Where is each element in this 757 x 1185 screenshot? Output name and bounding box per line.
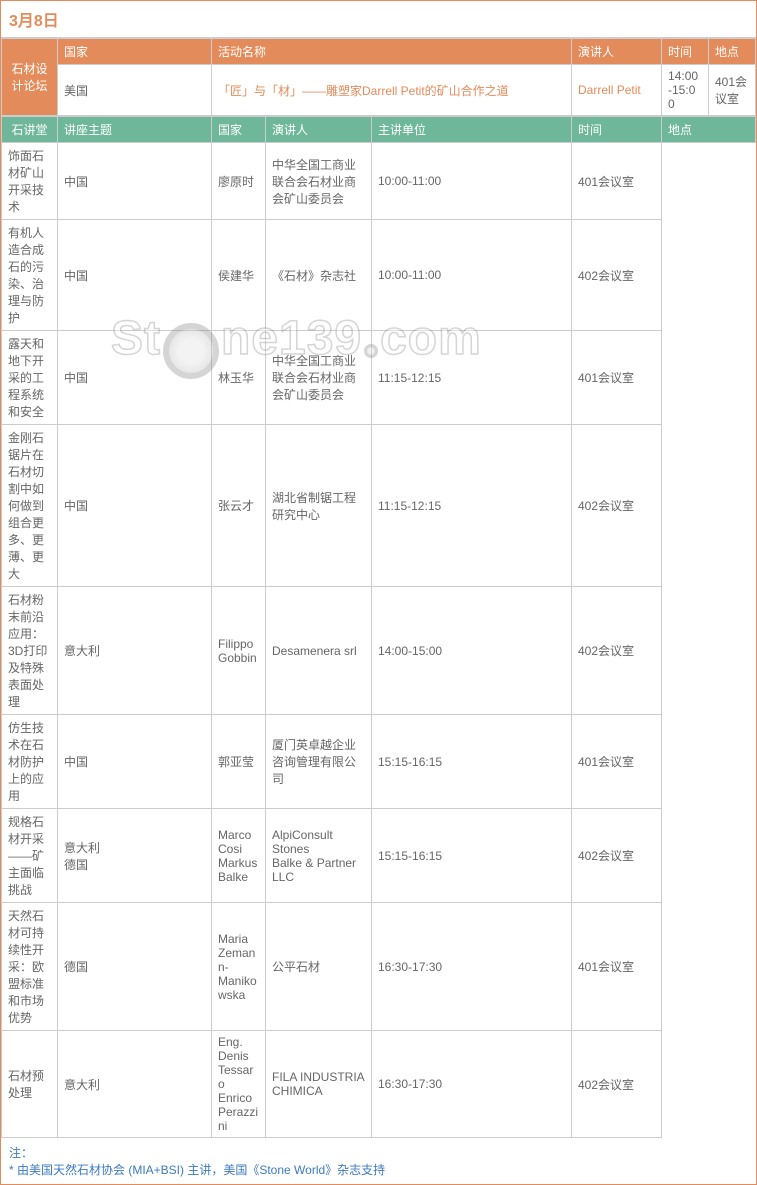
cell-org: 中华全国工商业联合会石材业商会矿山委员会 xyxy=(266,331,372,425)
forum-hdr-activity: 活动名称 xyxy=(212,39,572,65)
forum-activity: 「匠」与「材」——雕塑家Darrell Petit的矿山合作之道 xyxy=(212,65,572,116)
table-row: 石材粉末前沿应用：3D打印及特殊表面处理意大利Filippo GobbinDes… xyxy=(2,587,756,715)
cell-venue: 402会议室 xyxy=(572,587,662,715)
cell-org: Desamenera srl xyxy=(266,587,372,715)
cell-topic: 天然石材可持续性开采：欧盟标准和市场优势 xyxy=(2,903,58,1031)
lec-hdr-org: 主讲单位 xyxy=(372,117,572,143)
cell-venue: 402会议室 xyxy=(572,1031,662,1138)
cell-venue: 401会议室 xyxy=(572,903,662,1031)
forum-hdr-time: 时间 xyxy=(662,39,709,65)
date-heading: 3月8日 xyxy=(1,1,756,38)
forum-speaker: Darrell Petit xyxy=(572,65,662,116)
cell-org: 中华全国工商业联合会石材业商会矿山委员会 xyxy=(266,143,372,220)
cell-country: 中国 xyxy=(58,715,212,809)
cell-time: 10:00-11:00 xyxy=(372,220,572,331)
cell-topic: 石材预处理 xyxy=(2,1031,58,1138)
cell-venue: 401会议室 xyxy=(572,715,662,809)
cell-time: 15:15-16:15 xyxy=(372,809,572,903)
lec-hdr-topic: 讲座主题 xyxy=(58,117,212,143)
cell-speaker: 郭亚莹 xyxy=(212,715,266,809)
cell-time: 15:15-16:15 xyxy=(372,715,572,809)
forum-hdr-venue: 地点 xyxy=(709,39,756,65)
cell-topic: 露天和地下开采的工程系统和安全 xyxy=(2,331,58,425)
cell-country: 意大利 德国 xyxy=(58,809,212,903)
cell-org: 《石材》杂志社 xyxy=(266,220,372,331)
cell-speaker: Filippo Gobbin xyxy=(212,587,266,715)
cell-country: 中国 xyxy=(58,143,212,220)
cell-country: 意大利 xyxy=(58,587,212,715)
cell-venue: 402会议室 xyxy=(572,425,662,587)
forum-header-row: 石材设计论坛 国家 活动名称 演讲人 时间 地点 xyxy=(2,39,756,65)
lecture-side-label: 石讲堂 xyxy=(2,117,58,143)
cell-time: 16:30-17:30 xyxy=(372,903,572,1031)
table-row: 饰面石材矿山开采技术中国廖原时中华全国工商业联合会石材业商会矿山委员会10:00… xyxy=(2,143,756,220)
lec-hdr-time: 时间 xyxy=(572,117,662,143)
cell-org: 厦门英卓越企业咨询管理有限公司 xyxy=(266,715,372,809)
cell-speaker: 廖原时 xyxy=(212,143,266,220)
forum-country: 美国 xyxy=(58,65,212,116)
cell-topic: 石材粉末前沿应用：3D打印及特殊表面处理 xyxy=(2,587,58,715)
cell-org: 公平石材 xyxy=(266,903,372,1031)
cell-speaker: 侯建华 xyxy=(212,220,266,331)
cell-country: 中国 xyxy=(58,220,212,331)
forum-venue: 401会议室 xyxy=(709,65,756,116)
footnote: 注： * 由美国天然石材协会 (MIA+BSI) 主讲，美国《Stone Wor… xyxy=(1,1138,756,1184)
cell-org: FILA INDUSTRIA CHIMICA xyxy=(266,1031,372,1138)
cell-time: 10:00-11:00 xyxy=(372,143,572,220)
cell-topic: 仿生技术在石材防护上的应用 xyxy=(2,715,58,809)
lecture-header-row: 石讲堂 讲座主题 国家 演讲人 主讲单位 时间 地点 xyxy=(2,117,756,143)
cell-venue: 401会议室 xyxy=(572,331,662,425)
cell-speaker: 林玉华 xyxy=(212,331,266,425)
table-row: 规格石材开采——矿主面临挑战意大利 德国Marco Cosi Markus Ba… xyxy=(2,809,756,903)
forum-hdr-speaker: 演讲人 xyxy=(572,39,662,65)
table-row: 石材预处理意大利Eng. Denis Tessaro Enrico Perazz… xyxy=(2,1031,756,1138)
forum-side-label: 石材设计论坛 xyxy=(2,39,58,116)
cell-country: 中国 xyxy=(58,425,212,587)
forum-hdr-country: 国家 xyxy=(58,39,212,65)
lec-hdr-venue: 地点 xyxy=(662,117,756,143)
cell-country: 意大利 xyxy=(58,1031,212,1138)
cell-speaker: Marco Cosi Markus Balke xyxy=(212,809,266,903)
table-row: 金刚石锯片在石材切割中如何做到组合更多、更薄、更大中国张云才湖北省制锯工程研究中… xyxy=(2,425,756,587)
cell-venue: 402会议室 xyxy=(572,809,662,903)
cell-venue: 401会议室 xyxy=(572,143,662,220)
lec-hdr-speaker: 演讲人 xyxy=(266,117,372,143)
table-row: 露天和地下开采的工程系统和安全中国林玉华中华全国工商业联合会石材业商会矿山委员会… xyxy=(2,331,756,425)
schedule-container: 3月8日 石材设计论坛 国家 活动名称 演讲人 时间 地点 美国 「匠」与「材」… xyxy=(0,0,757,1185)
cell-country: 中国 xyxy=(58,331,212,425)
forum-time: 14:00-15:00 xyxy=(662,65,709,116)
table-row: 天然石材可持续性开采：欧盟标准和市场优势德国Maria Zemann-Manik… xyxy=(2,903,756,1031)
note-title: 注： xyxy=(9,1146,33,1160)
cell-time: 16:30-17:30 xyxy=(372,1031,572,1138)
forum-table: 石材设计论坛 国家 活动名称 演讲人 时间 地点 美国 「匠」与「材」——雕塑家… xyxy=(1,38,756,116)
cell-topic: 有机人造合成石的污染、治理与防护 xyxy=(2,220,58,331)
cell-time: 11:15-12:15 xyxy=(372,331,572,425)
forum-row: 美国 「匠」与「材」——雕塑家Darrell Petit的矿山合作之道 Darr… xyxy=(2,65,756,116)
lec-hdr-country: 国家 xyxy=(212,117,266,143)
cell-speaker: 张云才 xyxy=(212,425,266,587)
cell-topic: 规格石材开采——矿主面临挑战 xyxy=(2,809,58,903)
note-text: * 由美国天然石材协会 (MIA+BSI) 主讲，美国《Stone World》… xyxy=(9,1163,385,1177)
lecture-table: 石讲堂 讲座主题 国家 演讲人 主讲单位 时间 地点 饰面石材矿山开采技术中国廖… xyxy=(1,116,756,1138)
cell-topic: 饰面石材矿山开采技术 xyxy=(2,143,58,220)
cell-time: 14:00-15:00 xyxy=(372,587,572,715)
cell-org: AlpiConsult Stones Balke & Partner LLC xyxy=(266,809,372,903)
cell-venue: 402会议室 xyxy=(572,220,662,331)
cell-speaker: Eng. Denis Tessaro Enrico Perazzini xyxy=(212,1031,266,1138)
table-row: 仿生技术在石材防护上的应用中国郭亚莹厦门英卓越企业咨询管理有限公司15:15-1… xyxy=(2,715,756,809)
table-row: 有机人造合成石的污染、治理与防护中国侯建华《石材》杂志社10:00-11:004… xyxy=(2,220,756,331)
cell-org: 湖北省制锯工程研究中心 xyxy=(266,425,372,587)
cell-time: 11:15-12:15 xyxy=(372,425,572,587)
cell-speaker: Maria Zemann-Manikowska xyxy=(212,903,266,1031)
cell-country: 德国 xyxy=(58,903,212,1031)
cell-topic: 金刚石锯片在石材切割中如何做到组合更多、更薄、更大 xyxy=(2,425,58,587)
